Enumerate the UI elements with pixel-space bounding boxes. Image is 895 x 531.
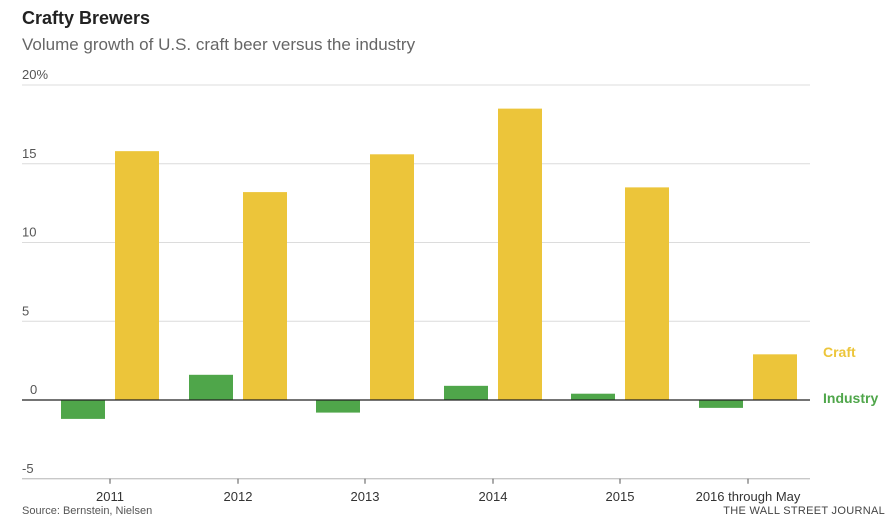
bar-craft-2014 — [498, 108, 542, 400]
x-tick-label: 2016 through May — [696, 489, 801, 504]
bar-industry-2015 — [571, 393, 615, 400]
publisher-credit: THE WALL STREET JOURNAL — [723, 505, 885, 517]
legend-craft-label: Craft — [823, 344, 856, 360]
chart-subtitle: Volume growth of U.S. craft beer versus … — [22, 35, 416, 54]
legend-industry-label: Industry — [823, 390, 878, 406]
bar-craft-2016-through-may — [753, 354, 797, 400]
bar-industry-2011 — [61, 400, 105, 419]
bar-craft-2012 — [243, 192, 287, 400]
y-tick-label: 10 — [22, 225, 36, 240]
bar-craft-2013 — [370, 154, 414, 400]
y-tick-label: 15 — [22, 146, 36, 161]
y-tick-label: 20% — [22, 67, 48, 82]
bar-industry-2016-through-may — [699, 400, 743, 408]
bar-industry-2014 — [444, 385, 488, 400]
bar-craft-2015 — [625, 187, 669, 400]
bar-craft-2011 — [115, 151, 159, 400]
bar-industry-2013 — [316, 400, 360, 413]
y-tick-label: 5 — [22, 303, 29, 318]
source-note: Source: Bernstein, Nielsen — [22, 505, 153, 517]
chart-title: Crafty Brewers — [22, 8, 151, 28]
x-tick-label: 2015 — [606, 489, 635, 504]
y-tick-label: -5 — [22, 461, 34, 476]
y-tick-label: 0 — [30, 382, 37, 397]
x-tick-label: 2012 — [224, 489, 253, 504]
x-tick-label: 2013 — [351, 489, 380, 504]
x-tick-label: 2011 — [96, 489, 124, 504]
bar-industry-2012 — [189, 374, 233, 400]
x-tick-label: 2014 — [479, 489, 508, 504]
